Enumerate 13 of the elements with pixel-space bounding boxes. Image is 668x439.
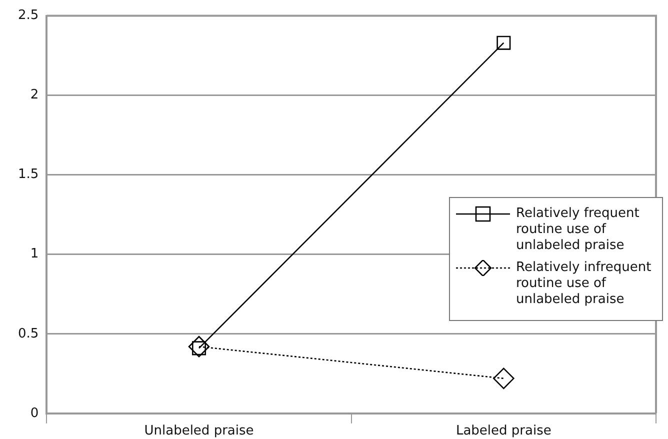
legend-label: Relatively infrequent routine use of unlabeled praise bbox=[516, 260, 652, 308]
point bbox=[496, 36, 511, 50]
y-tick-label: 0.5 bbox=[18, 326, 39, 342]
x-tick-label: Labeled praise bbox=[456, 424, 552, 439]
point bbox=[493, 368, 514, 390]
y-tick-label: 2.5 bbox=[18, 8, 39, 24]
y-tick-label: 1 bbox=[30, 246, 39, 262]
point bbox=[188, 336, 210, 358]
x-tick-label: Unlabeled praise bbox=[144, 424, 254, 439]
legend-label: Relatively frequent routine use of unlabeled praise bbox=[516, 206, 640, 254]
y-tick-label: 0 bbox=[30, 406, 39, 421]
y-tick-label: 2 bbox=[30, 88, 39, 103]
y-tick-label: 1.5 bbox=[18, 167, 39, 182]
